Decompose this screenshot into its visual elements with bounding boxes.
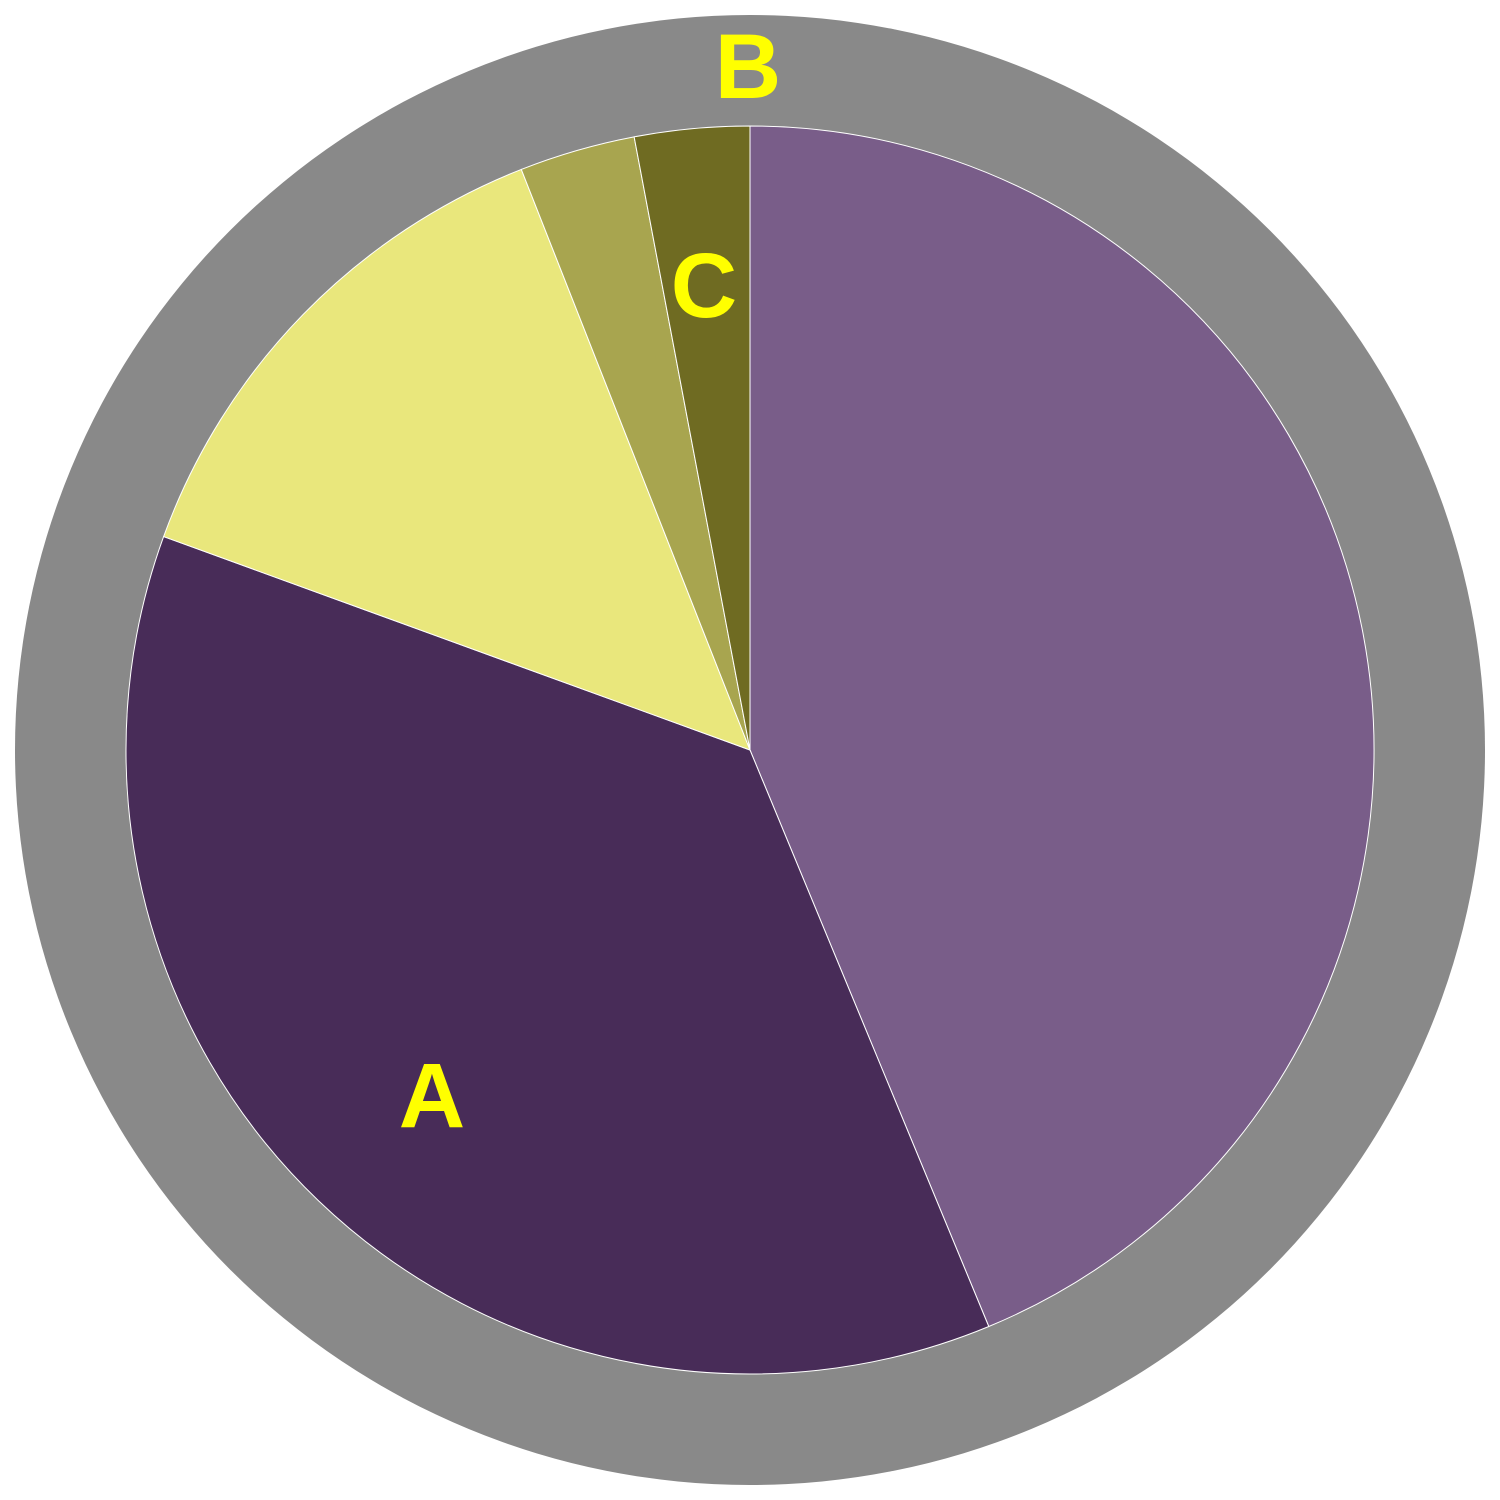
region-a-sector — [125, 535, 990, 1375]
sectors-group — [125, 125, 1375, 1375]
light-yellow-sector — [162, 168, 751, 751]
label-c: C — [671, 235, 737, 337]
label-a: A — [399, 1045, 465, 1147]
region-c-sector — [633, 125, 751, 751]
purple-sector — [749, 125, 1375, 1328]
label-b: B — [715, 16, 781, 118]
